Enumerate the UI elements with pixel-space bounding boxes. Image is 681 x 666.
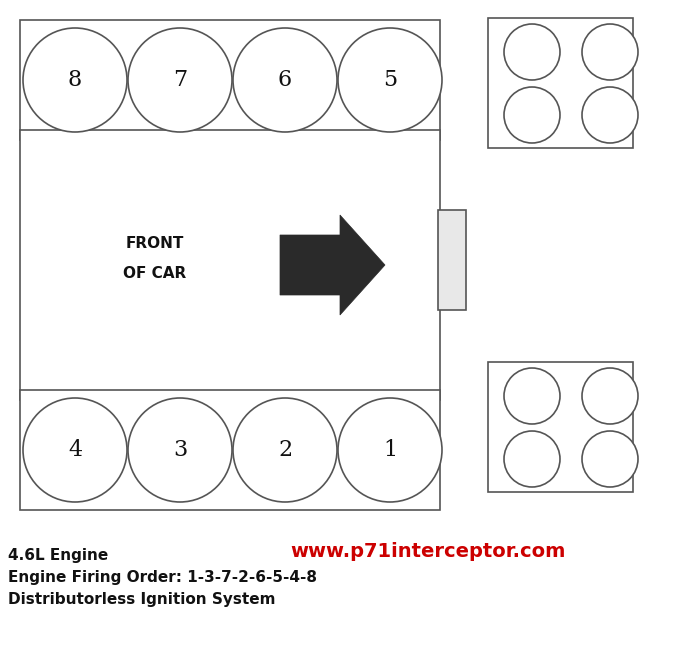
- Text: 8: 8: [68, 69, 82, 91]
- Text: OF CAR: OF CAR: [123, 266, 187, 280]
- Text: 4.6L Engine: 4.6L Engine: [8, 548, 108, 563]
- Bar: [438, 210, 466, 310]
- Bar: [20, 390, 440, 510]
- Ellipse shape: [504, 431, 560, 487]
- Text: 7: 7: [173, 69, 187, 91]
- Ellipse shape: [23, 28, 127, 132]
- Ellipse shape: [233, 28, 337, 132]
- Ellipse shape: [128, 28, 232, 132]
- Ellipse shape: [582, 368, 638, 424]
- Ellipse shape: [338, 28, 442, 132]
- Ellipse shape: [504, 87, 560, 143]
- Ellipse shape: [128, 398, 232, 502]
- Text: 5: 5: [383, 69, 397, 91]
- Ellipse shape: [582, 431, 638, 487]
- Ellipse shape: [23, 398, 127, 502]
- Text: 4: 4: [68, 439, 82, 461]
- Polygon shape: [280, 215, 385, 315]
- Text: FRONT: FRONT: [126, 236, 184, 250]
- Bar: [488, 18, 633, 148]
- Bar: [20, 20, 440, 140]
- Bar: [488, 362, 633, 492]
- Text: 2: 2: [278, 439, 292, 461]
- Ellipse shape: [582, 87, 638, 143]
- Text: 1: 1: [383, 439, 397, 461]
- Text: Distributorless Ignition System: Distributorless Ignition System: [8, 592, 276, 607]
- Ellipse shape: [338, 398, 442, 502]
- Text: Engine Firing Order: 1-3-7-2-6-5-4-8: Engine Firing Order: 1-3-7-2-6-5-4-8: [8, 570, 317, 585]
- Ellipse shape: [504, 24, 560, 80]
- Ellipse shape: [582, 24, 638, 80]
- Ellipse shape: [504, 368, 560, 424]
- Bar: [20, 130, 440, 400]
- Text: www.p71interceptor.com: www.p71interceptor.com: [290, 542, 565, 561]
- Ellipse shape: [233, 398, 337, 502]
- Text: 6: 6: [278, 69, 292, 91]
- Text: 3: 3: [173, 439, 187, 461]
